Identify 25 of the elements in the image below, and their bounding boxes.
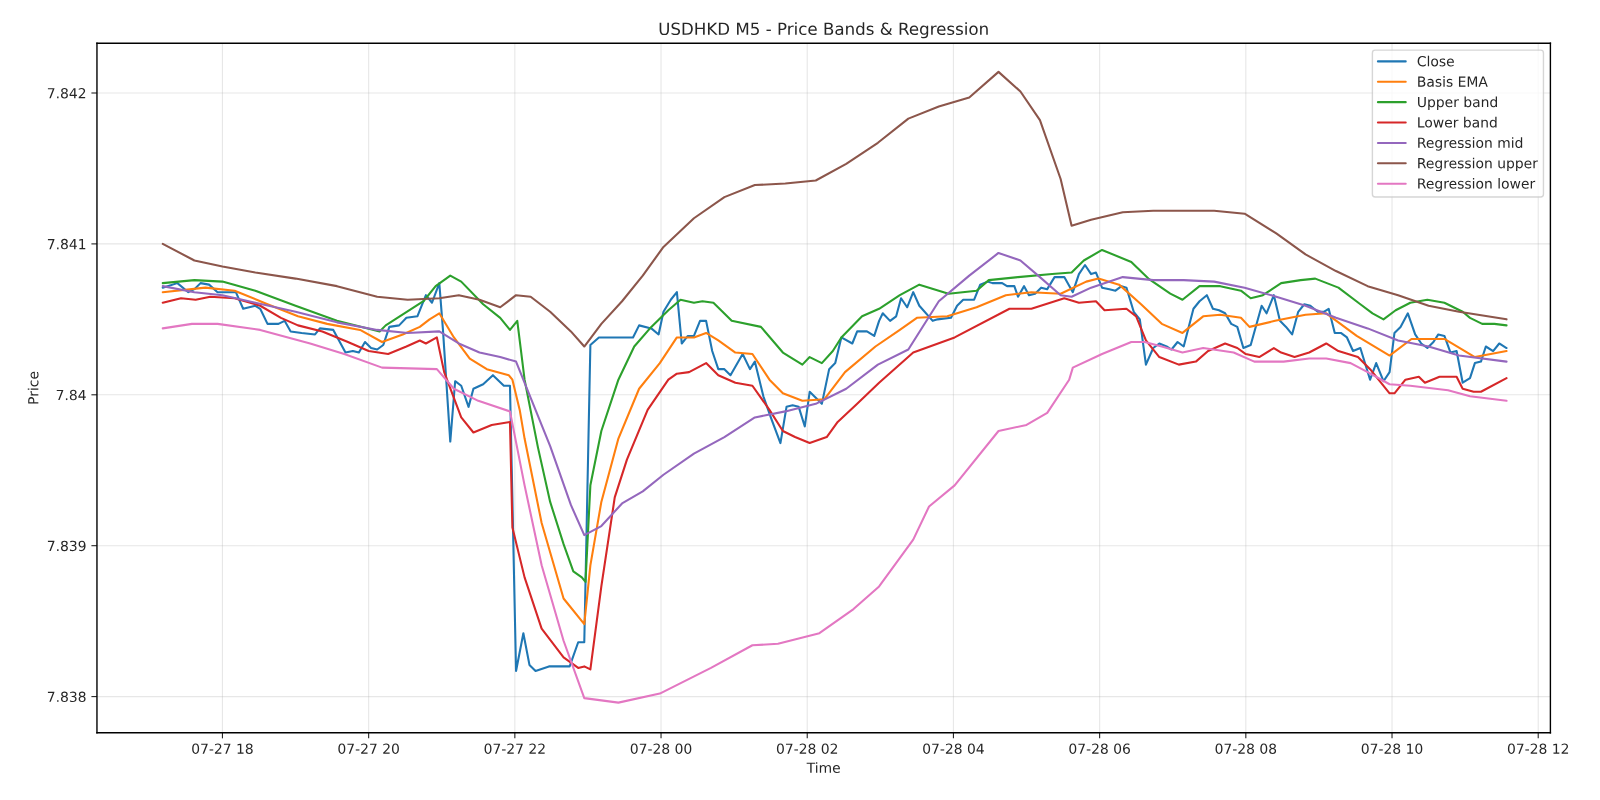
y-tick-label: 7.839 <box>47 540 86 552</box>
x-tick-label: 07-28 08 <box>1215 743 1277 754</box>
x-tick-label: 07-28 04 <box>923 743 984 754</box>
x-tick-label: 07-28 12 <box>1507 743 1569 754</box>
x-tick-label: 07-28 06 <box>1069 743 1130 754</box>
y-tick-label: 7.842 <box>47 87 86 99</box>
x-tick-label: 07-28 10 <box>1361 743 1423 754</box>
x-axis-title: Time <box>806 762 840 773</box>
y-tick-label: 7.838 <box>47 691 86 703</box>
legend-label: Regression mid <box>1418 137 1523 151</box>
x-tick-label: 07-27 22 <box>484 743 545 754</box>
chart-title: USDHKD M5 - Price Bands & Regression <box>659 22 988 39</box>
legend-label: Lower band <box>1418 116 1497 128</box>
x-tick-label: 07-27 18 <box>192 743 253 754</box>
y-tick-label: 7.84 <box>56 389 86 401</box>
y-tick-label: 7.841 <box>47 238 86 250</box>
legend-label: Basis EMA <box>1418 76 1488 87</box>
legend-label: Upper band <box>1418 96 1497 110</box>
legend-label: Close <box>1417 55 1454 67</box>
x-tick-label: 07-27 20 <box>338 743 399 754</box>
y-axis-title: Price <box>27 371 39 404</box>
x-tick-label: 07-28 02 <box>776 743 838 754</box>
legend-label: Regression lower <box>1418 178 1536 192</box>
x-tick-label: 07-28 00 <box>630 743 692 754</box>
legend-label: Regression upper <box>1418 157 1538 172</box>
